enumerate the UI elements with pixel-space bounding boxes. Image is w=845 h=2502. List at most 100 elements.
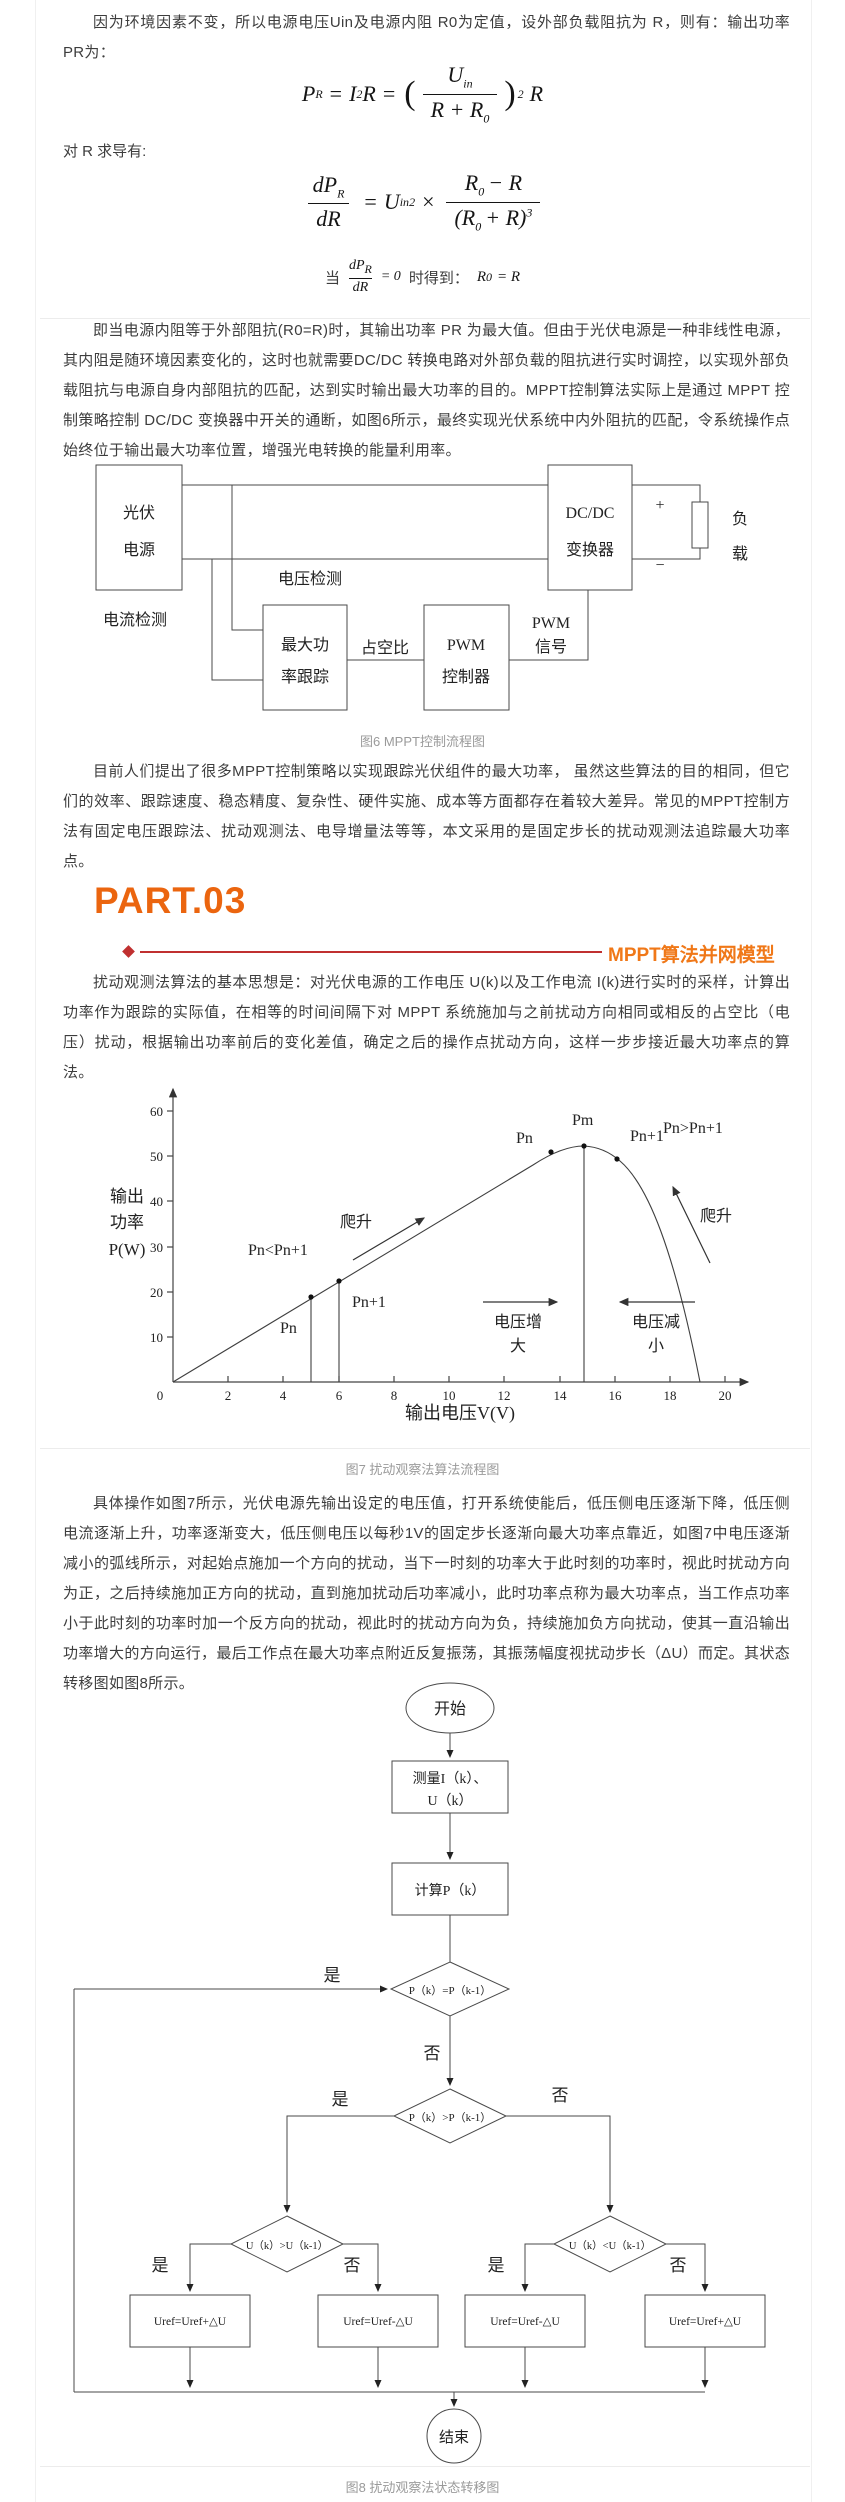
fig8-end-label: 结束 [439, 2429, 469, 2446]
ytick-30: 30 [150, 1240, 163, 1255]
xtick-6: 6 [336, 1388, 343, 1403]
fig8-yes-feedback: 是 [324, 1966, 341, 1985]
fig8-yes-d4: 是 [488, 2256, 505, 2275]
fig7-xtick-labels: 0 2 4 6 8 10 12 14 16 18 20 [157, 1388, 732, 1403]
fig6-dcdc-label-1: DC/DC [566, 505, 615, 522]
f2-right-fraction: R0− R (R0 + R)3 [446, 170, 541, 233]
label-vdec-2: 小 [648, 1337, 664, 1355]
ylabel-line2: 功率 [110, 1213, 144, 1232]
fig7-axes [167, 1087, 750, 1387]
fig6-labels: 光伏 电源 DC/DC 变换器 + − 负 载 电压检测 电流检测 最大功 率跟… [103, 497, 748, 686]
f1-I-sup: 2 [356, 86, 363, 101]
f2-num1-sub: R [337, 186, 345, 201]
fig8-measure-label-1: 测量I（k）、 [413, 1771, 488, 1787]
fig8-update-label-1: Uref=Uref+△U [154, 2316, 227, 2328]
fig6-duty-label: 占空比 [361, 639, 409, 657]
f1-fraction: Uin R + R0 [422, 62, 498, 125]
f2-U: U [383, 189, 400, 214]
part3-subtitle: MPPT算法并网模型 [608, 945, 775, 966]
xtick-20: 20 [719, 1388, 732, 1403]
f2-den2-sup: 3 [526, 205, 533, 220]
f1-P: P [301, 81, 316, 106]
fig8-update-label-2: Uref=Uref-△U [343, 2316, 413, 2328]
label-pn-high: Pn [516, 1130, 533, 1147]
fig6-dcdc-box [547, 464, 633, 591]
diamond-icon [122, 945, 135, 958]
fig8-d2-label: P（k）>P（k-1） [409, 2111, 492, 2124]
figure6-diagram: 光伏 电源 DC/DC 变换器 + − 负 载 电压检测 电流检测 最大功 率跟… [95, 464, 748, 711]
xtick-14: 14 [554, 1388, 568, 1403]
f3-when: 当 [324, 269, 340, 287]
fig6-voltage-detect-label: 电压检测 [278, 570, 342, 588]
fig8-d3-label: U（k）>U（k-1） [246, 2240, 328, 2252]
part3-heading: PART.03 [94, 880, 247, 921]
f2-U-sub: in [399, 194, 410, 209]
ylabel-line1: 输出 [110, 1187, 144, 1206]
f1-num: U [447, 62, 464, 88]
f1-sq: 2 [517, 86, 524, 101]
f3-num: dP [348, 258, 365, 274]
f2-num2a: R [464, 170, 479, 196]
f1-eq2: = [382, 81, 396, 106]
f3-num-sub: R [364, 261, 372, 276]
paragraph-mppt-methods: 目前人们提出了很多MPPT控制策略以实现跟踪光伏组件的最大功率， 虽然这些算法的… [63, 763, 790, 870]
fig8-no-d2: 否 [552, 2086, 569, 2105]
part3-divider: MPPT算法并网模型 [0, 940, 845, 966]
figure7-caption: 图7 扰动观察法算法流程图 [345, 1462, 500, 1477]
page-right-border [811, 0, 812, 2502]
fig7-annotation-arrows [352, 1185, 711, 1307]
xtick-0: 0 [157, 1388, 164, 1403]
f1-den: R + R [430, 96, 484, 122]
label-pn-low: Pn [280, 1320, 297, 1337]
fig6-load-label-1: 负 [732, 510, 748, 528]
f2-den2a: (R [454, 204, 476, 230]
part3-divider-line [140, 951, 602, 953]
figure6-caption: 图6 MPPT控制流程图 [360, 734, 485, 749]
fig8-end-node [426, 2408, 482, 2464]
fig6-pwm-label-2: 控制器 [442, 668, 490, 686]
derive-label: 对 R 求导有: [63, 143, 147, 160]
label-pn1-low: Pn+1 [352, 1294, 386, 1311]
paragraph-po-operation: 具体操作如图7所示，光伏电源先输出设定的电压值，打开系统使能后，低压侧电压逐渐下… [63, 1495, 790, 1692]
xtick-18: 18 [664, 1388, 677, 1403]
xtick-16: 16 [609, 1388, 623, 1403]
fig6-minus-sign: − [655, 557, 664, 574]
xtick-4: 4 [280, 1388, 287, 1403]
fig8-yes-d3: 是 [152, 2256, 169, 2275]
f2-den2b: + R) [485, 204, 527, 230]
ytick-40: 40 [150, 1194, 163, 1209]
f1-open-paren: ( [404, 75, 416, 112]
fig6-signal-label-1: PWM [532, 615, 570, 632]
fig6-current-detect-label: 电流检测 [103, 611, 167, 629]
fig6-signal-label-2: 信号 [535, 638, 567, 656]
f2-U-sup: 2 [409, 194, 416, 209]
fig6-plus-sign: + [655, 497, 664, 514]
f3-then: 时得到： [408, 269, 469, 287]
xtick-2: 2 [225, 1388, 232, 1403]
fig8-diamond-4 [552, 2215, 668, 2273]
fig7-ytick-labels: 10 20 30 40 50 60 [150, 1104, 163, 1345]
fig8-update-label-3: Uref=Uref-△U [490, 2316, 560, 2328]
f2-den2a-sub: 0 [475, 218, 482, 233]
f1-num-sub: in [463, 76, 473, 91]
paragraph-intro: 因为环境因素不变，所以电源电压Uin及电源内阻 R0为定值，设外部负载阻抗为 R… [63, 14, 790, 61]
fig6-pv-label-1: 光伏 [123, 504, 155, 522]
f1-tail-R: R [529, 81, 544, 106]
f3-ra-sub: 0 [486, 269, 492, 284]
section-divider-2 [40, 1448, 810, 1449]
fig7-annotations: Pn Pn+1 Pn<Pn+1 爬升 Pn Pm Pn+1 Pn>Pn+1 爬升… [248, 1112, 732, 1355]
fig6-pwm-box [423, 604, 510, 711]
f3-fraction: dPR dR [345, 258, 376, 296]
fig8-no-d3: 否 [344, 2256, 361, 2275]
fig6-load-label-2: 载 [732, 545, 748, 563]
fig6-dcdc-label-2: 变换器 [566, 541, 614, 559]
xtick-12: 12 [498, 1388, 511, 1403]
fig8-compute-label: 计算P（k） [415, 1883, 486, 1899]
fig6-pv-label-2: 电源 [123, 541, 155, 559]
fig8-yes-d2: 是 [332, 2090, 349, 2109]
f3-rb: = R [497, 268, 521, 285]
f3-den: dR [352, 279, 369, 295]
